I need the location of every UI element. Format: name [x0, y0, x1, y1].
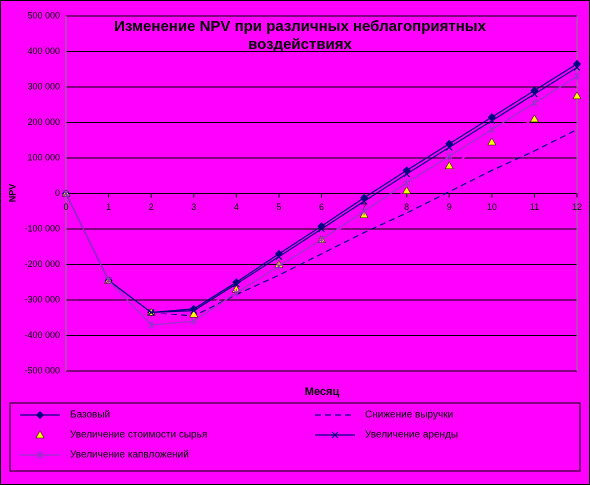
- x-tick-label: 5: [276, 202, 281, 212]
- marker: [530, 90, 538, 98]
- y-tick-label: 0: [55, 188, 60, 198]
- marker: [147, 320, 155, 329]
- y-tick-label: -200 000: [24, 259, 60, 269]
- marker: [488, 117, 496, 125]
- legend-label: Снижение выручки: [365, 410, 453, 421]
- legend-label: Увеличение аренды: [365, 430, 458, 441]
- y-tick-label: -300 000: [24, 294, 60, 304]
- marker: [531, 98, 538, 107]
- y-tick-label: 200 000: [27, 117, 60, 127]
- legend-box: [9, 402, 581, 472]
- marker: [573, 72, 581, 81]
- x-tick-label: 7: [362, 202, 367, 212]
- marker: [275, 253, 283, 261]
- y-tick-label: -500 000: [24, 365, 60, 375]
- y-tick-label: 300 000: [27, 81, 60, 91]
- marker: [318, 225, 325, 233]
- y-tick-label: 400 000: [27, 46, 60, 56]
- y-tick-label: 100 000: [27, 152, 60, 162]
- y-tick-label: 500 000: [27, 10, 60, 20]
- marker: [189, 309, 199, 318]
- marker: [232, 278, 241, 287]
- marker: [190, 317, 198, 326]
- marker: [403, 170, 411, 178]
- x-tick-label: 12: [572, 202, 582, 212]
- marker: [190, 307, 198, 315]
- marker: [445, 143, 453, 151]
- marker: [318, 235, 325, 244]
- marker: [488, 125, 496, 134]
- x-tick-label: 1: [106, 202, 111, 212]
- x-axis-label: Месяц: [305, 386, 340, 398]
- marker: [62, 189, 70, 198]
- marker: [232, 288, 240, 297]
- marker: [147, 309, 155, 316]
- marker: [35, 430, 45, 439]
- marker: [331, 431, 339, 439]
- x-tick-label: 9: [447, 202, 452, 212]
- marker: [444, 161, 454, 170]
- marker: [360, 197, 368, 205]
- x-tick-label: 6: [319, 202, 324, 212]
- marker: [572, 91, 582, 100]
- marker: [487, 137, 497, 146]
- chart-title: Изменение NPV при различных неблагоприят…: [114, 18, 486, 53]
- x-tick-label: 8: [404, 202, 409, 212]
- x-tick-label: 10: [487, 202, 497, 212]
- marker: [36, 411, 44, 419]
- marker: [36, 451, 44, 459]
- y-tick-label: -100 000: [24, 223, 60, 233]
- marker: [573, 64, 581, 71]
- x-tick-label: 0: [63, 202, 68, 212]
- marker: [275, 262, 283, 271]
- x-tick-label: 3: [191, 202, 196, 212]
- y-axis-label: NPV: [7, 184, 17, 203]
- marker: [402, 186, 412, 194]
- marker: [403, 178, 411, 187]
- legend-label: Увеличение капвложений: [70, 450, 189, 461]
- marker: [105, 276, 112, 285]
- x-tick-label: 2: [149, 202, 154, 212]
- marker: [529, 114, 539, 123]
- marker: [232, 280, 240, 288]
- legend-label: Базовый: [70, 410, 110, 421]
- x-tick-label: 4: [234, 202, 239, 212]
- marker: [573, 59, 581, 68]
- marker: [360, 207, 368, 216]
- legend-label: Увеличение стоимости сырья: [70, 430, 207, 441]
- y-tick-label: -400 000: [24, 330, 60, 340]
- x-tick-label: 11: [530, 202, 539, 212]
- marker: [445, 152, 453, 161]
